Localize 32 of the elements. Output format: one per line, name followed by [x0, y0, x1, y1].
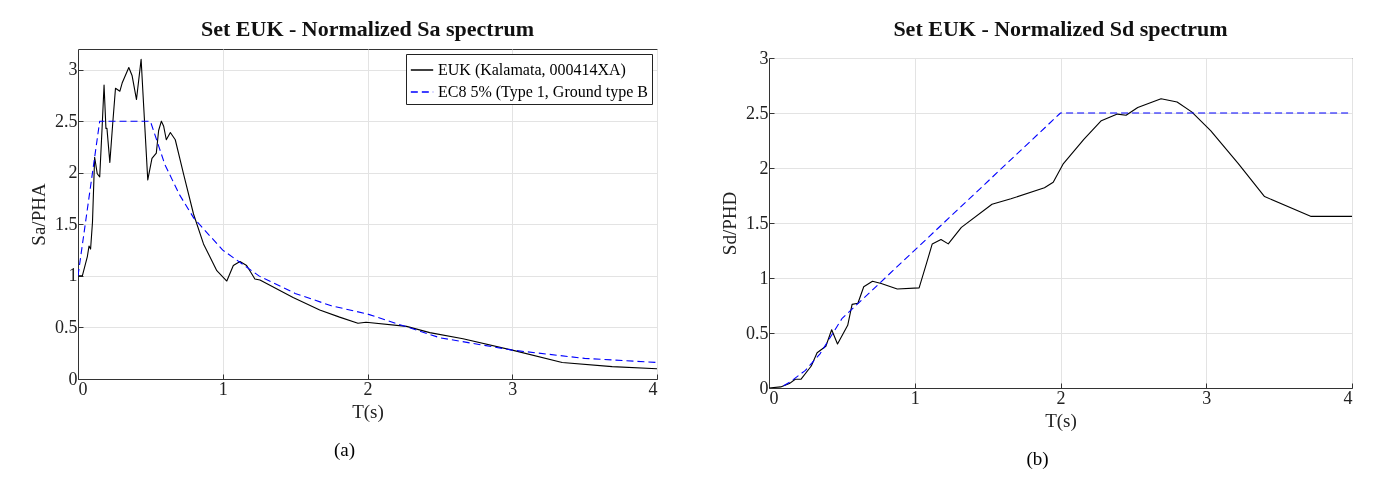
- y-tick-label: 1.5: [55, 213, 78, 234]
- y-tick-label: 2: [759, 157, 769, 178]
- legend-label: EC8 5% (Type 1, Ground type B: [438, 83, 648, 101]
- text: (b): [1026, 448, 1049, 470]
- y-tick-label: 1.5: [746, 212, 769, 233]
- line-series: [78, 120, 657, 364]
- chart-title: Set EUK - Normalized Sd spectrum: [893, 16, 1228, 41]
- y-tick-label: 2: [68, 162, 78, 183]
- text: (a): [333, 439, 356, 461]
- y-tick-label: 2.5: [55, 110, 78, 131]
- y-tick-label: 2.5: [746, 102, 769, 123]
- x-tick-label: 2: [1056, 387, 1066, 408]
- x-tick-label: 3: [1202, 387, 1212, 408]
- x-tick-label: 1: [910, 387, 920, 408]
- x-axis-title: T(s): [352, 400, 384, 423]
- y-axis-title: Sd/PHD: [719, 191, 740, 256]
- y-axis-title: Sa/PHA: [28, 183, 49, 246]
- y-tick-label: 0.5: [746, 322, 769, 343]
- x-tick-label: 1: [218, 378, 228, 399]
- x-tick-label: 4: [648, 378, 658, 399]
- y-tick-label: 3: [68, 59, 78, 80]
- legend-label: EUK (Kalamata, 000414XA): [438, 61, 626, 79]
- x-tick-label: 2: [363, 378, 373, 399]
- y-tick-label: 1: [68, 265, 78, 286]
- x-axis-title: T(s): [1045, 409, 1077, 432]
- y-tick-label: 3: [759, 47, 769, 68]
- y-tick-label: 0.5: [55, 316, 78, 337]
- chart-title: Set EUK - Normalized Sa spectrum: [200, 16, 535, 41]
- x-tick-label: 4: [1343, 387, 1353, 408]
- y-tick-label: 1: [759, 267, 769, 288]
- x-tick-label: 3: [508, 378, 518, 399]
- line-series: [78, 58, 657, 370]
